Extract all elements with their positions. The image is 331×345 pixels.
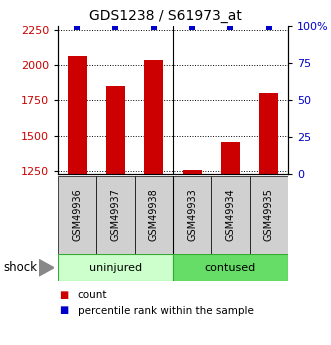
Bar (58, 176, 96, 254)
Polygon shape (39, 259, 54, 276)
Text: count: count (78, 290, 107, 300)
Bar (182, 170, 202, 174)
Bar (173, 176, 211, 254)
Text: GSM49938: GSM49938 (149, 188, 159, 241)
Text: ■: ■ (60, 306, 69, 315)
Bar (250, 176, 288, 254)
Text: GSM49935: GSM49935 (264, 188, 274, 241)
Text: GSM49933: GSM49933 (187, 188, 197, 241)
Text: uninjured: uninjured (89, 263, 142, 273)
Bar (221, 142, 240, 174)
Text: GDS1238 / S61973_at: GDS1238 / S61973_at (89, 9, 242, 23)
Text: contused: contused (205, 263, 256, 273)
Bar (58, 254, 173, 281)
Bar (135, 176, 173, 254)
Text: GSM49936: GSM49936 (72, 188, 82, 241)
Text: percentile rank within the sample: percentile rank within the sample (78, 306, 254, 315)
Text: ■: ■ (60, 290, 69, 300)
Bar (96, 176, 135, 254)
Text: GSM49934: GSM49934 (225, 188, 235, 241)
Bar (144, 60, 164, 174)
Bar (211, 176, 250, 254)
Bar (173, 254, 288, 281)
Text: shock: shock (3, 261, 37, 274)
Bar (68, 56, 87, 174)
Bar (106, 86, 125, 174)
Bar (259, 93, 278, 174)
Text: GSM49937: GSM49937 (111, 188, 120, 241)
